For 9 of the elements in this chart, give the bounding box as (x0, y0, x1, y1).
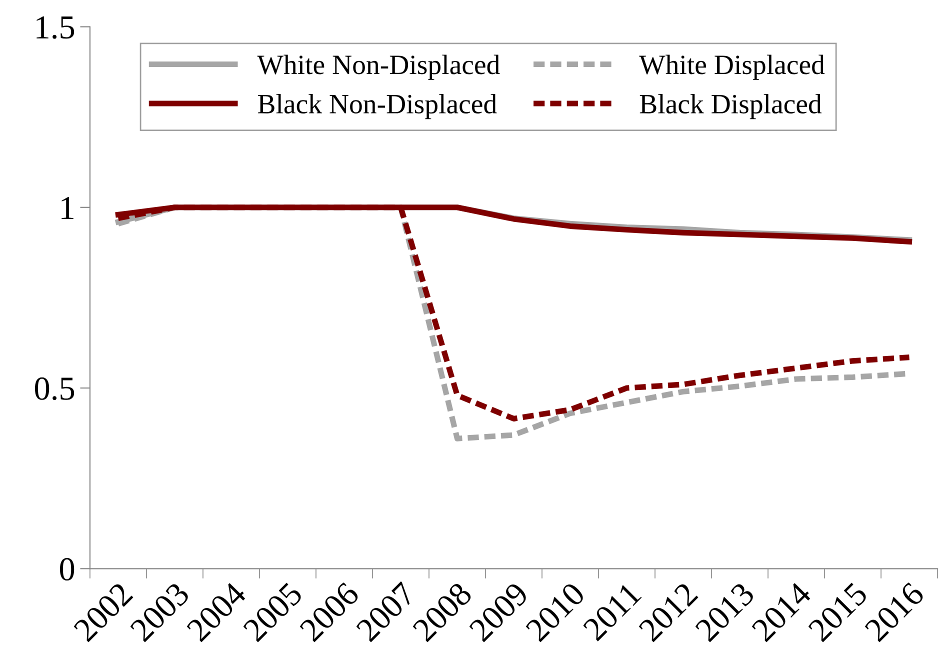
y-tick-label: 1.5 (36, 16, 74, 39)
y-tick-label: 0.5 (34, 377, 74, 400)
legend-label: White Non-Displaced (257, 54, 500, 80)
legend-label: Black Non-Displaced (258, 94, 497, 120)
legend-label: Black Displaced (640, 94, 822, 120)
y-tick-label: 0 (60, 558, 74, 581)
x-tick-label: 2011 (582, 582, 642, 642)
y-tick-label: 1 (62, 196, 74, 219)
legend-label: White Displaced (639, 54, 825, 80)
